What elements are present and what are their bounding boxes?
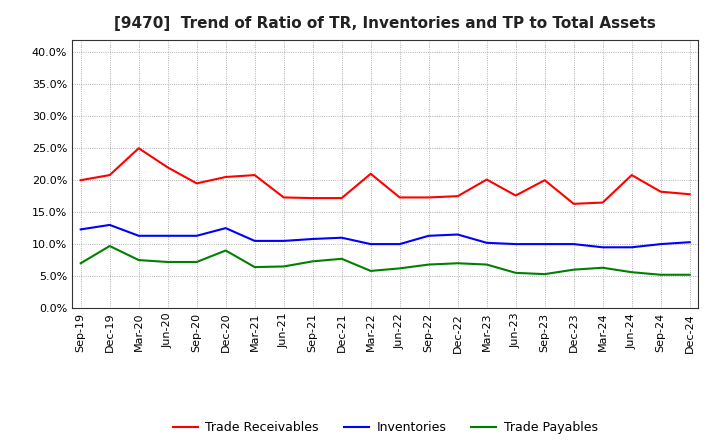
Inventories — [454, 232, 462, 237]
Trade Payables — [541, 271, 549, 277]
Inventories — [366, 242, 375, 247]
Inventories — [135, 233, 143, 238]
Trade Payables — [192, 259, 201, 264]
Trade Payables — [598, 265, 607, 270]
Inventories — [192, 233, 201, 238]
Inventories — [511, 242, 520, 247]
Inventories — [279, 238, 288, 244]
Trade Payables — [627, 270, 636, 275]
Trade Payables — [279, 264, 288, 269]
Inventories — [685, 239, 694, 245]
Trade Payables — [338, 256, 346, 261]
Trade Payables — [76, 260, 85, 266]
Inventories — [598, 245, 607, 250]
Trade Receivables — [366, 171, 375, 176]
Trade Receivables — [598, 200, 607, 205]
Trade Receivables — [482, 177, 491, 182]
Inventories — [76, 227, 85, 232]
Trade Receivables — [627, 172, 636, 178]
Trade Payables — [424, 262, 433, 267]
Trade Receivables — [541, 178, 549, 183]
Trade Payables — [366, 268, 375, 274]
Trade Receivables — [251, 172, 259, 178]
Trade Payables — [105, 243, 114, 249]
Trade Payables — [657, 272, 665, 277]
Title: [9470]  Trend of Ratio of TR, Inventories and TP to Total Assets: [9470] Trend of Ratio of TR, Inventories… — [114, 16, 656, 32]
Inventories — [657, 242, 665, 247]
Trade Receivables — [570, 201, 578, 206]
Trade Receivables — [657, 189, 665, 194]
Trade Receivables — [279, 195, 288, 200]
Trade Payables — [454, 260, 462, 266]
Inventories — [308, 236, 317, 242]
Trade Payables — [163, 259, 172, 264]
Inventories — [424, 233, 433, 238]
Trade Receivables — [454, 194, 462, 199]
Trade Payables — [221, 248, 230, 253]
Trade Receivables — [76, 178, 85, 183]
Line: Trade Payables: Trade Payables — [81, 246, 690, 275]
Trade Payables — [395, 266, 404, 271]
Legend: Trade Receivables, Inventories, Trade Payables: Trade Receivables, Inventories, Trade Pa… — [168, 416, 603, 439]
Trade Payables — [685, 272, 694, 277]
Trade Receivables — [395, 195, 404, 200]
Trade Receivables — [338, 195, 346, 201]
Inventories — [627, 245, 636, 250]
Inventories — [482, 240, 491, 246]
Trade Payables — [482, 262, 491, 267]
Trade Payables — [135, 257, 143, 263]
Trade Payables — [511, 270, 520, 275]
Trade Receivables — [308, 195, 317, 201]
Trade Receivables — [192, 181, 201, 186]
Inventories — [570, 242, 578, 247]
Inventories — [251, 238, 259, 244]
Trade Receivables — [135, 146, 143, 151]
Trade Receivables — [163, 165, 172, 170]
Inventories — [105, 222, 114, 227]
Trade Payables — [308, 259, 317, 264]
Line: Trade Receivables: Trade Receivables — [81, 148, 690, 204]
Inventories — [395, 242, 404, 247]
Inventories — [541, 242, 549, 247]
Inventories — [163, 233, 172, 238]
Line: Inventories: Inventories — [81, 225, 690, 247]
Trade Payables — [251, 264, 259, 270]
Trade Receivables — [221, 174, 230, 180]
Trade Receivables — [511, 193, 520, 198]
Trade Receivables — [105, 172, 114, 178]
Trade Receivables — [424, 195, 433, 200]
Trade Payables — [570, 267, 578, 272]
Trade Receivables — [685, 191, 694, 197]
Inventories — [221, 225, 230, 231]
Inventories — [338, 235, 346, 240]
